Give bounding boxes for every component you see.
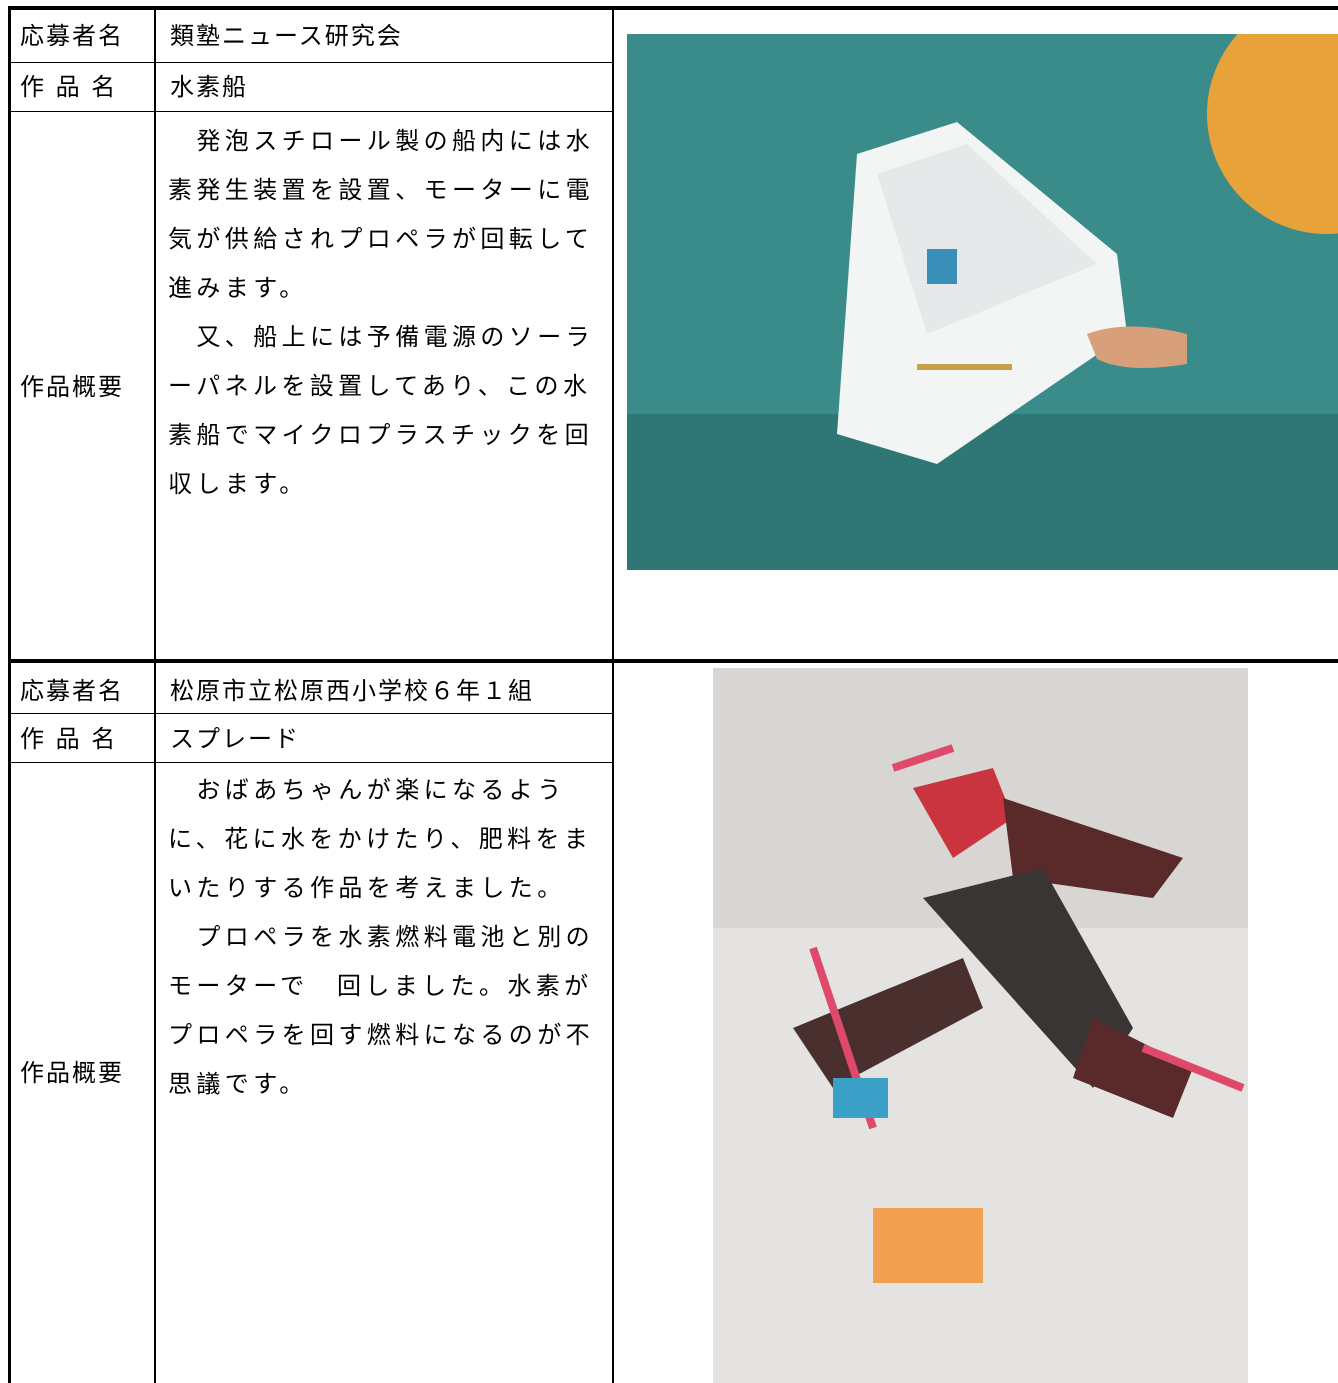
summary-line: 収します。 [168, 470, 308, 498]
border [8, 713, 614, 714]
summary-line: 気が供給されプロペラが回転して [168, 225, 594, 253]
summary: 発泡スチロール製の船内には水 素発生装置を設置、モーターに電 気が供給されプロペラが… [168, 117, 613, 509]
summary-line: 発泡スチロール製の船内には水 [168, 127, 594, 155]
summary-line: 思議です。 [168, 1070, 308, 1098]
applicant: 類塾ニュース研究会 [170, 22, 403, 50]
border [8, 659, 1338, 663]
border [154, 6, 156, 1383]
summary-line: 進みます。 [168, 274, 308, 302]
border [612, 6, 614, 1383]
summary: おばあちゃんが楽になるよう に、花に水をかけたり、肥料をま いたりする作品を考えまし… [168, 766, 613, 1109]
label: 作品概要 [20, 1059, 124, 1087]
applicant: 松原市立松原西小学校６年１組 [170, 677, 534, 705]
summary-line: 又、船上には予備電源のソーラ [168, 323, 594, 351]
summary-line: 素発生装置を設置、モーターに電 [168, 176, 594, 204]
summary-line: に、花に水をかけたり、肥料をま [168, 825, 593, 853]
border [8, 111, 614, 112]
border [8, 62, 614, 63]
photo [713, 668, 1248, 1383]
title: 水素船 [170, 73, 248, 101]
border [8, 762, 614, 763]
summary-line: モーターで 回しました。水素が [168, 972, 593, 1000]
summary-line: おばあちゃんが楽になるよう [168, 776, 566, 804]
summary-line: プロペラを回す燃料になるのが不 [168, 1021, 594, 1049]
photo [627, 34, 1338, 570]
summary-line: いたりする作品を考えました。 [168, 874, 566, 902]
summary-line: 素船でマイクロプラスチックを回 [168, 421, 594, 449]
title: スプレード [170, 725, 300, 753]
summary-line: ーパネルを設置してあり、この水 [168, 372, 592, 400]
label: 応募者名 [20, 677, 124, 705]
border [8, 6, 11, 1383]
label: 作 品 名 [20, 73, 118, 101]
summary-line: プロペラを水素燃料電池と別の [168, 923, 594, 951]
label: 作品概要 [20, 373, 124, 401]
border [8, 6, 1338, 10]
label: 作 品 名 [20, 725, 118, 753]
label: 応募者名 [20, 22, 124, 50]
